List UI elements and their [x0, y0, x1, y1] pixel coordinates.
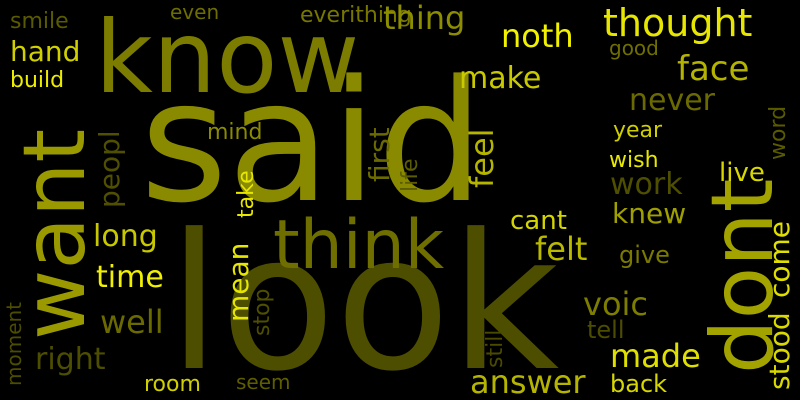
word-first: first: [363, 127, 396, 182]
word-voic: voic: [583, 285, 648, 323]
word-thought: thought: [603, 1, 753, 45]
word-even: even: [170, 0, 220, 24]
word-feel: feel: [463, 128, 501, 188]
word-smile: smile: [10, 9, 69, 34]
word-come: come: [763, 220, 796, 298]
word-word: word: [766, 105, 791, 160]
word-look: look: [168, 194, 560, 400]
word-never: never: [629, 83, 716, 118]
word-well: well: [100, 303, 164, 341]
word-work: work: [610, 167, 683, 202]
word-give: give: [619, 241, 670, 269]
word-good: good: [609, 36, 659, 60]
word-right: right: [35, 342, 106, 377]
word-answer: answer: [470, 363, 586, 400]
word-mean: mean: [222, 242, 255, 322]
word-noth: noth: [501, 17, 574, 55]
word-said: said: [140, 44, 484, 240]
word-seem: seem: [236, 370, 291, 394]
word-hand: hand: [10, 35, 81, 68]
word-back: back: [610, 370, 668, 398]
word-think: think: [273, 206, 445, 285]
word-peopl: peopl: [93, 130, 126, 208]
word-moment: moment: [2, 301, 26, 386]
word-know: know: [95, 0, 360, 116]
word-cant: cant: [510, 206, 567, 236]
word-felt: felt: [535, 230, 588, 268]
word-life: life: [398, 158, 423, 192]
word-year: year: [613, 118, 663, 143]
word-everithing: everithing: [300, 3, 412, 28]
word-wish: wish: [609, 148, 659, 173]
word-room: room: [144, 372, 201, 397]
word-make: make: [459, 61, 542, 96]
word-time: time: [96, 260, 164, 295]
word-stop: stop: [250, 288, 275, 336]
word-made: made: [610, 337, 701, 375]
word-face: face: [677, 49, 750, 89]
word-mind: mind: [207, 120, 263, 145]
word-live: live: [719, 158, 765, 188]
word-tell: tell: [587, 316, 625, 344]
word-build: build: [10, 68, 65, 93]
word-take: take: [234, 170, 259, 218]
word-long: long: [93, 219, 158, 254]
word-stood: stood: [763, 312, 796, 390]
word-thing: thing: [383, 0, 466, 37]
word-knew: knew: [612, 197, 687, 230]
word-still: still: [483, 329, 508, 368]
